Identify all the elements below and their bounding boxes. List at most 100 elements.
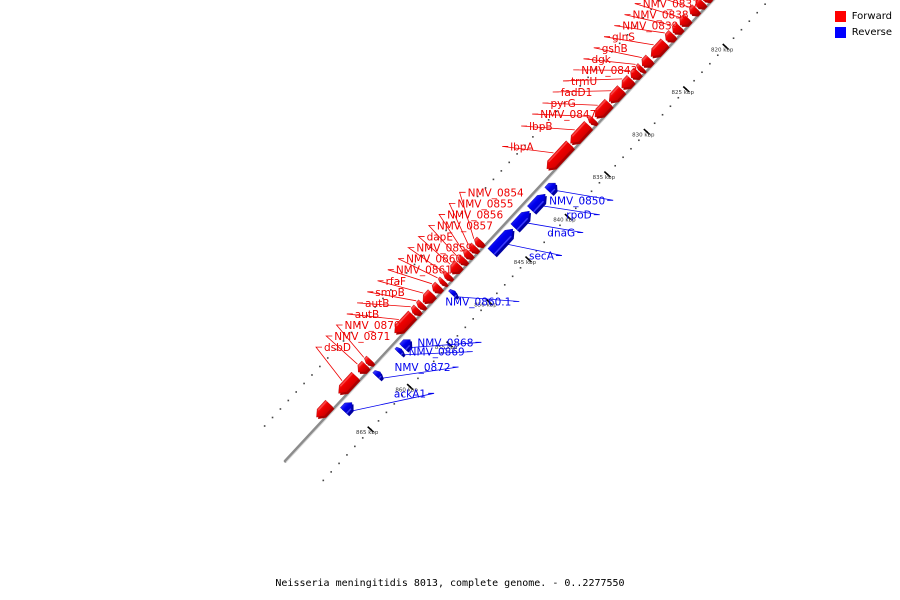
gene-label-nmv-0839[interactable]: NMV_0839 (622, 21, 678, 33)
gene-nmv-0872[interactable] (372, 370, 384, 382)
gene-label-glns[interactable]: glnS (612, 32, 635, 44)
gene-label-nmv-0857[interactable]: NMV_0857 (437, 220, 493, 232)
gene-nmv-0854[interactable] (474, 236, 486, 249)
gene-label-dnag[interactable]: dnaG (547, 228, 575, 240)
gene-nmv-0847[interactable] (587, 114, 599, 127)
gene-nmv-0835[interactable] (695, 0, 708, 10)
gene-autb[interactable] (410, 304, 423, 317)
gene-label-nmv-0838[interactable]: NMV_0838 (633, 10, 689, 22)
grid-dot (484, 187, 487, 189)
gene-label-nmv-0837[interactable]: NMV_0837 (643, 0, 699, 11)
grid-dot (492, 178, 495, 181)
leader-line (459, 191, 475, 239)
gene-label-nmv-0860[interactable]: NMV_0860 (406, 254, 462, 266)
grid-dot (626, 34, 629, 36)
grid-dot (382, 297, 384, 300)
gene-label-rpod[interactable]: rpoD (566, 210, 592, 222)
gene-glns[interactable] (650, 38, 670, 59)
gene-label-smpb[interactable]: smpB (375, 287, 405, 299)
gene-label-autb[interactable]: autB (355, 309, 379, 321)
gene-seca[interactable] (487, 228, 515, 258)
gene-nmv-0860[interactable] (437, 276, 449, 288)
gene-label-pyrg[interactable]: pyrG (550, 98, 575, 110)
tick-mark (722, 43, 730, 51)
tick-label-865-kbp: 865 kbp (356, 430, 379, 436)
gene-pyrg[interactable] (594, 98, 614, 119)
gene-label-nmv-0855[interactable]: NMV_0855 (457, 198, 513, 210)
gene-nmv-0836[interactable] (689, 4, 702, 17)
gene-label-autb[interactable]: autB (365, 298, 389, 310)
gene-nmv-0857[interactable] (457, 254, 470, 267)
gene-label-acka1[interactable]: ackA1 (394, 388, 426, 400)
gene-label-nmv-0850[interactable]: NMV_0850 (549, 195, 605, 207)
grid-dot (480, 309, 482, 312)
gene-label-nmv-0854[interactable]: NMV_0854 (468, 187, 524, 199)
gene-nmv-0838[interactable] (672, 22, 685, 35)
gene-nmv-0859[interactable] (442, 270, 455, 282)
gene-label-gshb[interactable]: gshB (602, 43, 628, 55)
gene-label-dape[interactable]: dapE (427, 232, 453, 244)
gene-nmv-0869[interactable] (394, 346, 406, 358)
gene-label-nmv-0861[interactable]: NMV_0861 (396, 265, 452, 277)
gene-nmv-0870[interactable] (364, 355, 376, 367)
gene-label-nmv-0871[interactable]: NMV_0871 (334, 331, 390, 343)
leader-line (377, 280, 424, 294)
gene-nmv-0839[interactable] (664, 29, 678, 43)
leader-line (407, 247, 444, 273)
gene-label-lbpa[interactable]: lbpA (510, 141, 534, 153)
gene-acka1[interactable] (340, 402, 354, 417)
gene-fadd1[interactable] (608, 85, 627, 104)
gene-dgk[interactable] (635, 63, 647, 74)
grid-dot (354, 445, 356, 448)
tick-label-830-kbp: 830 kbp (632, 133, 655, 139)
gene-nmv-0868[interactable] (399, 339, 413, 353)
gene-lbpa[interactable] (546, 140, 576, 171)
grid-dot (361, 437, 364, 439)
gene-label-nmv-0847[interactable]: NMV_0847 (540, 109, 596, 121)
gene-label-lbpb[interactable]: lbpB (529, 121, 552, 133)
gene-label-nmv-0859[interactable]: NMV_0859 (416, 243, 472, 255)
gene-lbpb[interactable] (570, 120, 594, 146)
gene-dsbd[interactable] (338, 371, 361, 396)
gene-smpb[interactable] (416, 299, 428, 311)
grid-dot (653, 122, 656, 125)
gene-label-dsbd[interactable]: dsbD (324, 342, 351, 354)
gene-dape[interactable] (450, 260, 464, 275)
gene-label-nmv-0870[interactable]: NMV_0870 (345, 320, 401, 332)
gene-nmv-0860-1[interactable] (448, 289, 460, 300)
tick-mark (564, 213, 572, 221)
gene-label-nmv-0843[interactable]: NMV_0843 (581, 65, 637, 77)
gene-label-seca[interactable]: secA (529, 251, 555, 263)
gene-dnag[interactable] (510, 210, 532, 233)
gene-label-nmv-0872[interactable]: NMV_0872 (394, 362, 450, 374)
gene-nmv-0855[interactable] (468, 242, 481, 255)
grid-dot (634, 25, 637, 28)
gene-purn[interactable] (702, 0, 714, 4)
gene-label-nmv-0869[interactable]: NMV_0869 (409, 347, 465, 359)
leader-line (335, 324, 365, 358)
gene-nmv-0856[interactable] (463, 248, 475, 261)
gene-label-nmv-0868[interactable]: NMV_0868 (417, 337, 473, 349)
gene-label-nmv-0856[interactable]: NMV_0856 (447, 209, 503, 221)
gene-label-fadd1[interactable]: fadD1 (561, 87, 593, 99)
gene-nmv-0871[interactable] (357, 360, 371, 374)
gene-partial[interactable] (316, 399, 335, 419)
gene-label-nmv-0860-1[interactable]: NMV_0860.1 (445, 296, 511, 308)
gene-nmv-0861[interactable] (431, 281, 445, 294)
gene-rpod[interactable] (527, 193, 547, 215)
grid-dot (271, 416, 274, 419)
tick-mark (682, 85, 690, 93)
gene-nmv-0850[interactable] (544, 182, 558, 196)
gene-nmv-0843[interactable] (630, 67, 643, 80)
gene-rfaf[interactable] (422, 289, 437, 305)
gene-nmv-0837[interactable] (679, 13, 693, 27)
gene-label-rfaf[interactable]: rfaF (386, 276, 407, 288)
gene-trmu[interactable] (621, 75, 636, 90)
grid-dot (587, 76, 589, 79)
gene-label-trmu[interactable]: trmU (571, 76, 597, 88)
gene-label-dgk[interactable]: dgk (591, 54, 611, 66)
gene-gshb[interactable] (641, 54, 655, 68)
gene-autb[interactable] (394, 310, 418, 335)
grid-dot (342, 340, 345, 342)
grid-dot (658, 0, 660, 2)
